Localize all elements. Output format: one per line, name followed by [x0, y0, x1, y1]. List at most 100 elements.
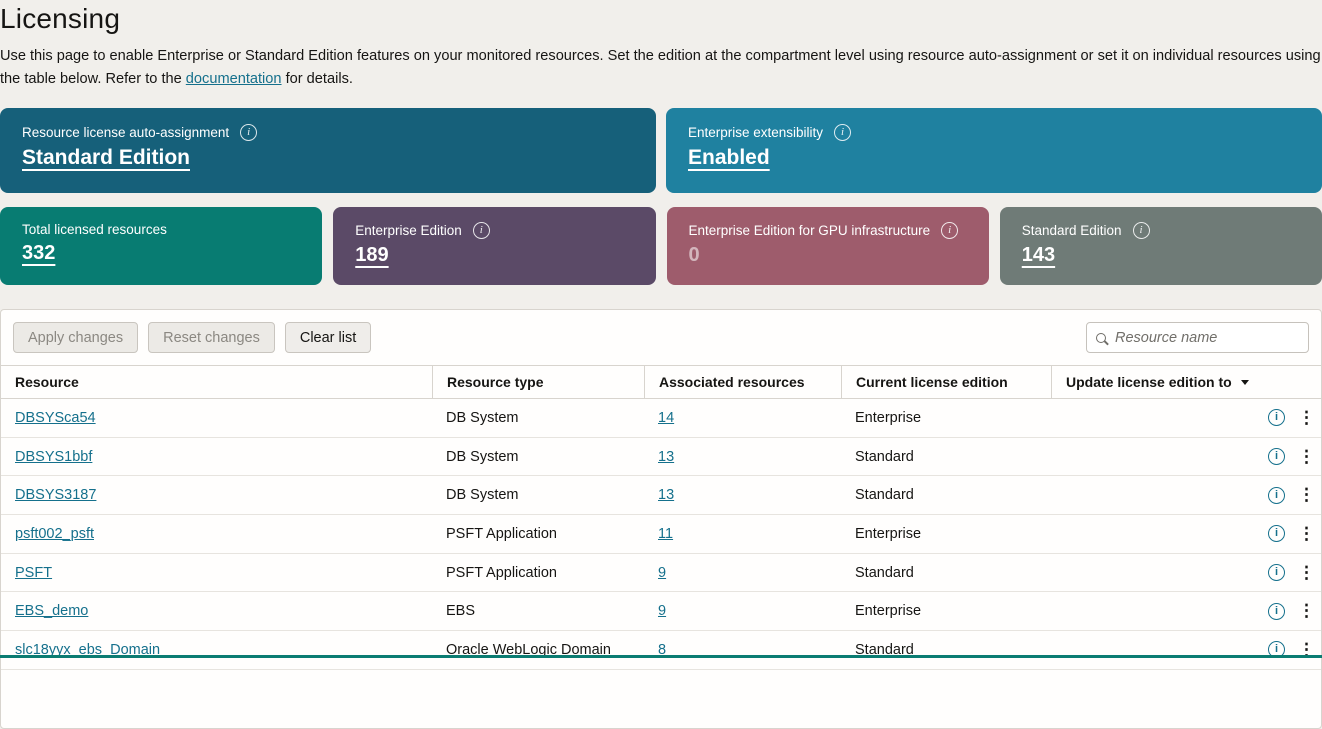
summary-card: Standard Edition 143 — [999, 207, 1322, 285]
associated-resources-link[interactable]: 13 — [658, 448, 675, 465]
summary-card-label-row: Enterprise extensibility — [688, 124, 1302, 141]
summary-card-label-row: Resource license auto-assignment — [22, 124, 636, 141]
table-row: psft002_psft PSFT Application 11 Enterprise — [1, 515, 1321, 554]
summary-cards-small: Total licensed resources 332 Enterprise Ed… — [0, 207, 1322, 285]
column-header-update-license-edition[interactable]: Update license edition to — [1051, 366, 1321, 398]
summary-card-label-row: Enterprise Edition — [355, 222, 635, 239]
associated-resources-link[interactable]: 14 — [658, 409, 675, 426]
associated-resources-cell: 9 — [644, 565, 841, 581]
info-icon[interactable] — [1268, 486, 1285, 504]
current-license-edition-cell: Standard — [855, 641, 914, 658]
info-icon[interactable] — [240, 124, 258, 141]
current-license-edition-cell: Enterprise — [855, 603, 922, 620]
row-actions-cell — [1051, 602, 1321, 620]
associated-resources-link[interactable]: 9 — [658, 603, 667, 620]
associated-resources-link[interactable]: 11 — [658, 525, 674, 542]
info-icon[interactable] — [1268, 602, 1285, 620]
info-icon[interactable] — [834, 124, 852, 141]
summary-card-value[interactable]: 332 — [22, 242, 56, 264]
resource-link[interactable]: DBSYS1bbf — [15, 448, 93, 465]
info-icon[interactable] — [1132, 222, 1150, 239]
bottom-accent-bar — [0, 655, 1322, 658]
page-description: Use this page to enable Enterprise or St… — [0, 45, 1322, 91]
row-actions-cell — [1051, 409, 1321, 427]
table-body: DBSYSca54 DB System 14 Enterprise DBSYS1bbf D… — [1, 399, 1321, 670]
clear-list-button[interactable]: Clear list — [284, 322, 372, 353]
current-license-edition-cell: Enterprise — [855, 409, 922, 426]
search-box — [1086, 322, 1309, 353]
kebab-menu-icon[interactable] — [1298, 564, 1312, 582]
resource-link[interactable]: DBSYS3187 — [15, 487, 97, 504]
associated-resources-cell: 13 — [644, 449, 841, 465]
summary-card-label: Resource license auto-assignment — [22, 125, 230, 140]
summary-card-value[interactable]: Standard Edition — [22, 146, 190, 169]
info-icon[interactable] — [1268, 448, 1285, 466]
table-row: DBSYS3187 DB System 13 Standard — [1, 476, 1321, 516]
summary-card-value[interactable]: Enabled — [688, 146, 770, 169]
resource-link[interactable]: EBS_demo — [15, 603, 89, 620]
documentation-link[interactable]: documentation — [185, 71, 282, 87]
info-icon[interactable] — [1268, 525, 1285, 543]
resource-type-cell: PSFT Application — [446, 525, 557, 542]
summary-card: Total licensed resources 332 — [0, 207, 323, 285]
resource-type-cell: Oracle WebLogic Domain — [446, 641, 611, 658]
summary-card-label: Enterprise Edition — [355, 223, 462, 238]
apply-changes-button[interactable]: Apply changes — [13, 322, 139, 353]
summary-card-value[interactable]: 189 — [355, 244, 389, 266]
resource-link[interactable]: psft002_psft — [15, 525, 94, 542]
table-row: PSFT PSFT Application 9 Standard — [1, 554, 1321, 593]
info-icon[interactable] — [1268, 564, 1285, 582]
current-license-edition-cell: Standard — [855, 564, 914, 581]
row-actions-cell — [1051, 486, 1321, 504]
resource-type-cell: DB System — [446, 487, 519, 504]
resource-link[interactable]: DBSYSca54 — [15, 409, 96, 426]
resource-type-cell: EBS — [446, 603, 476, 620]
kebab-menu-icon[interactable] — [1298, 602, 1312, 620]
summary-cards-large: Resource license auto-assignment Standard… — [0, 108, 1322, 193]
resource-type-cell: DB System — [446, 409, 519, 426]
search-input[interactable] — [1113, 328, 1299, 347]
table-row: EBS_demo EBS 9 Enterprise — [1, 592, 1321, 632]
info-icon[interactable] — [472, 222, 490, 239]
associated-resources-link[interactable]: 13 — [658, 487, 675, 504]
resource-cell: DBSYS1bbf — [1, 449, 432, 465]
associated-resources-link[interactable]: 9 — [658, 564, 667, 581]
current-license-edition-cell: Standard — [855, 448, 914, 465]
info-icon[interactable] — [941, 222, 959, 239]
summary-card-label: Enterprise extensibility — [688, 125, 824, 140]
table-toolbar: Apply changes Reset changes Clear list — [1, 310, 1321, 365]
row-actions-cell — [1051, 525, 1321, 543]
associated-resources-cell: 13 — [644, 487, 841, 503]
info-icon[interactable] — [1268, 409, 1285, 427]
description-text: Use this page to enable Enterprise or St… — [0, 48, 1321, 87]
page-title: Licensing — [0, 3, 121, 34]
resource-cell: DBSYSca54 — [1, 410, 432, 426]
resource-link[interactable]: PSFT — [15, 564, 53, 581]
current-license-edition-cell: Enterprise — [855, 525, 922, 542]
row-actions-cell — [1051, 564, 1321, 582]
kebab-menu-icon[interactable] — [1298, 409, 1312, 427]
associated-resources-link[interactable]: 8 — [658, 641, 667, 658]
column-header-current-license-edition[interactable]: Current license edition — [841, 366, 1051, 398]
summary-card-label-row: Enterprise Edition for GPU infrastructur… — [689, 222, 969, 239]
table-header: Resource Resource type Associated resour… — [1, 365, 1321, 399]
summary-card-value[interactable]: 143 — [1021, 244, 1056, 266]
chevron-down-icon[interactable] — [1240, 379, 1249, 385]
resources-table-panel: Apply changes Reset changes Clear list R… — [0, 309, 1322, 729]
column-header-resource-type[interactable]: Resource type — [432, 366, 644, 398]
resource-cell: psft002_psft — [1, 526, 432, 542]
summary-card-label: Total licensed resources — [22, 222, 167, 237]
associated-resources-cell: 8 — [644, 642, 841, 658]
row-actions-cell — [1051, 448, 1321, 466]
resource-link[interactable]: slc18yyx_ebs_Domain — [15, 641, 161, 658]
kebab-menu-icon[interactable] — [1298, 448, 1312, 466]
reset-changes-button[interactable]: Reset changes — [148, 322, 275, 353]
kebab-menu-icon[interactable] — [1298, 525, 1312, 543]
kebab-menu-icon[interactable] — [1298, 486, 1312, 504]
column-header-associated-resources[interactable]: Associated resources — [644, 366, 841, 398]
column-header-resource[interactable]: Resource — [15, 374, 79, 390]
resource-cell: slc18yyx_ebs_Domain — [1, 642, 432, 658]
associated-resources-cell: 14 — [644, 410, 841, 426]
summary-card-label-row: Standard Edition — [1022, 222, 1302, 239]
